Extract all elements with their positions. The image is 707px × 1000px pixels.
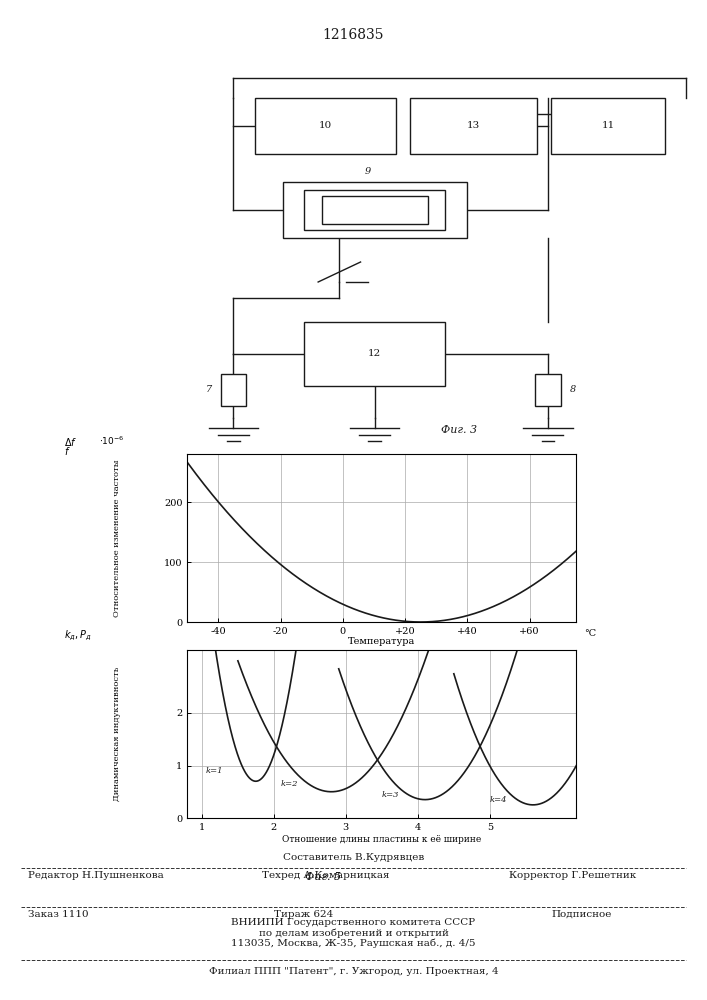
Text: k=2: k=2 [281,780,298,788]
Text: $\cdot 10^{-6}$: $\cdot 10^{-6}$ [99,435,124,447]
Text: $\Delta f$: $\Delta f$ [64,436,77,448]
Text: Тираж 624: Тираж 624 [274,910,334,919]
Text: 12: 12 [368,350,381,359]
Text: °C: °C [584,629,596,638]
Text: Техред А.Комарницкая: Техред А.Комарницкая [262,871,389,880]
Text: Динамическая индуктивность: Динамическая индуктивность [113,667,122,801]
Bar [304,190,445,230]
Text: 10: 10 [319,121,332,130]
Bar [410,98,537,154]
Text: 11: 11 [602,121,614,130]
Text: 9: 9 [365,167,370,176]
Bar [551,98,665,154]
Text: ВНИИПИ Государственного комитета СССР: ВНИИПИ Государственного комитета СССР [231,918,476,927]
Text: k=3: k=3 [382,791,399,799]
Text: $k_д, P_д$: $k_д, P_д$ [64,629,91,643]
Bar [283,182,467,238]
Bar [221,374,246,406]
Text: 13: 13 [467,121,480,130]
Text: Составитель В.Кудрявцев: Составитель В.Кудрявцев [283,853,424,862]
Bar [255,98,396,154]
Text: 7: 7 [206,385,211,394]
Bar [304,322,445,386]
Text: Филиал ППП "Патент", г. Ужгород, ул. Проектная, 4: Филиал ППП "Патент", г. Ужгород, ул. Про… [209,967,498,976]
Text: Заказ 1110: Заказ 1110 [28,910,89,919]
Text: k=1: k=1 [205,767,223,775]
Text: 8: 8 [570,385,575,394]
Bar [322,196,428,224]
Text: k=4: k=4 [490,796,508,804]
Bar [535,374,561,406]
Text: Фиг. 4: Фиг. 4 [305,669,341,679]
Text: Относительное изменение частоты: Относительное изменение частоты [113,459,122,617]
Text: по делам изобретений и открытий: по делам изобретений и открытий [259,928,448,938]
Text: $f$: $f$ [64,445,70,457]
Text: 113035, Москва, Ж-35, Раушская наб., д. 4/5: 113035, Москва, Ж-35, Раушская наб., д. … [231,938,476,948]
Text: Фиг. 5: Фиг. 5 [305,872,341,882]
Text: 1216835: 1216835 [323,28,384,42]
Text: Подписное: Подписное [551,910,612,919]
Text: Корректор Г.Решетник: Корректор Г.Решетник [509,871,636,880]
Text: Редактор Н.Пушненкова: Редактор Н.Пушненкова [28,871,164,880]
X-axis label: Температура: Температура [348,637,416,646]
X-axis label: Отношение длины пластины к её ширине: Отношение длины пластины к её ширине [282,835,481,844]
Text: Фиг. 3: Фиг. 3 [441,425,478,435]
